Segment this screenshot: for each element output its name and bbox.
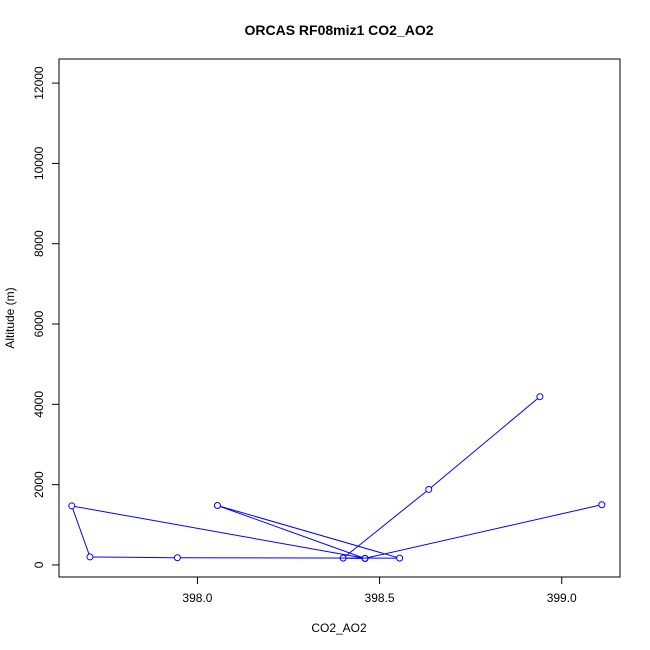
data-point [396, 554, 404, 562]
series-line-segment [72, 508, 90, 555]
y-tick-label: 4000 [32, 391, 46, 418]
x-tick-label: 398.5 [365, 591, 395, 605]
series-line-segment [430, 398, 538, 488]
y-axis-label: Altitude (m) [3, 287, 17, 348]
series-line-segment [74, 505, 363, 559]
series-line-segment [220, 506, 363, 558]
y-tick-label: 6000 [32, 310, 46, 337]
y-tick-label: 2000 [32, 471, 46, 498]
data-point [86, 553, 94, 561]
data-point [339, 554, 347, 562]
x-axis: 398.0 398.5 399.0 [182, 576, 577, 605]
series-line-segment [367, 504, 599, 559]
data-point [361, 554, 369, 562]
chart-title: ORCAS RF08miz1 CO2_AO2 [244, 22, 433, 38]
y-tick-label: 8000 [32, 230, 46, 257]
series-line-segment [92, 556, 175, 559]
y-tick-label: 12000 [32, 66, 46, 100]
y-tick-label: 0 [32, 561, 46, 568]
x-tick-label: 399.0 [547, 591, 577, 605]
data-point [536, 393, 544, 401]
data-point [68, 502, 76, 510]
data-point [213, 502, 221, 510]
data-point [173, 554, 181, 562]
data-point [598, 501, 606, 509]
series-line-segment [220, 505, 397, 558]
series-line-segment [345, 490, 427, 557]
x-axis-label: CO2_AO2 [311, 621, 367, 635]
y-axis: 0 2000 4000 6000 8000 10000 12000 [32, 66, 60, 568]
series-layer [68, 393, 606, 563]
x-tick-label: 398.0 [182, 591, 212, 605]
data-point [425, 485, 433, 493]
y-tick-label: 10000 [32, 146, 46, 180]
